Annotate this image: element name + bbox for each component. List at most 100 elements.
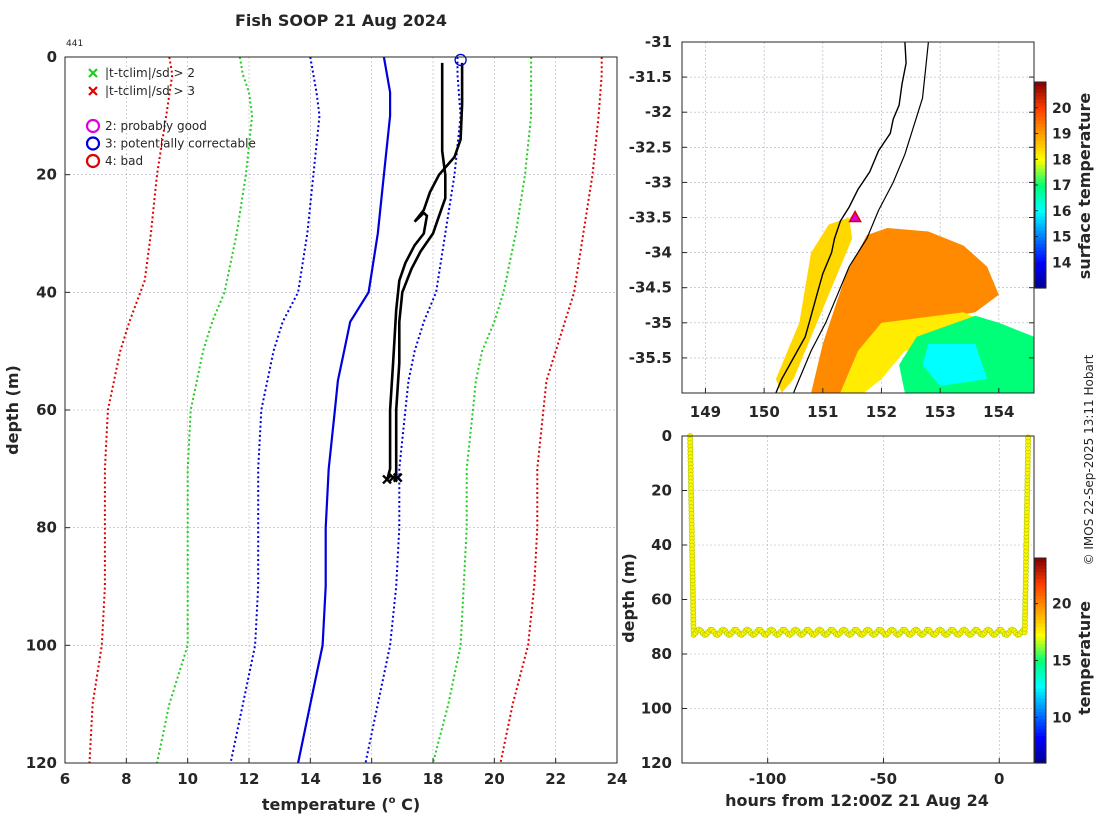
timeseries-colorbar-step: [1035, 752, 1046, 757]
timeseries-xtick-label: -100: [749, 770, 787, 788]
timeseries-colorbar-step: [1035, 756, 1046, 761]
map-colorbar-step: [1035, 267, 1046, 272]
timeseries-colorbar-step: [1035, 602, 1046, 607]
map-colorbar-tick-label: 16: [1052, 204, 1071, 220]
map-colorbar-step: [1035, 236, 1046, 241]
series-clim_minus2sd: [156, 56, 254, 764]
timeseries-colorbar-step: [1035, 677, 1046, 682]
timeseries-colorbar-step: [1035, 588, 1046, 593]
timeseries-colorbar-step: [1035, 592, 1046, 597]
timeseries-colorbar-step: [1035, 609, 1046, 614]
map-colorbar-step: [1035, 88, 1046, 93]
map-coastline: [775, 42, 907, 393]
profile-xtick-label: 10: [177, 770, 198, 788]
timeseries-colorbar-step: [1035, 646, 1046, 651]
sst-region: [922, 343, 988, 386]
profile-xtick-label: 22: [545, 770, 566, 788]
map-colorbar-step: [1035, 167, 1046, 172]
timeseries-colorbar-step: [1035, 718, 1046, 723]
timeseries-colorbar-step: [1035, 564, 1046, 569]
timeseries-colorbar-step: [1035, 578, 1046, 583]
map-ytick-label: -32: [645, 103, 672, 121]
series-observed_down: [385, 62, 464, 481]
map-colorbar-step: [1035, 119, 1046, 124]
timeseries-panel: -100 -50 0 0 20 40 60 80 100 120 10 15 20 hours fro…: [619, 427, 1094, 810]
map-sst-field: [775, 217, 1034, 393]
map-ytick-label: -35: [645, 314, 672, 332]
map-colorbar-step: [1035, 257, 1046, 262]
profile-legend: |t-tclim|/sd > 2 |t-tclim|/sd > 3 2: proba…: [85, 66, 256, 169]
timeseries-colorbar-step: [1035, 715, 1046, 720]
map-lines: [775, 42, 929, 393]
timeseries-colorbar-step: [1035, 739, 1046, 744]
timeseries-colorbar-step: [1035, 568, 1046, 573]
map-colorbar-step: [1035, 126, 1046, 131]
profile-xtick-label: 16: [361, 770, 382, 788]
timeseries-colorbar-step: [1035, 575, 1046, 580]
timeseries-colorbar-step: [1035, 728, 1046, 733]
map-colorbar-step: [1035, 243, 1046, 248]
map-ytick-label: -32.5: [629, 138, 672, 156]
series-clim_plus2sd: [432, 57, 533, 764]
map-colorbar-tick-label: 14: [1052, 255, 1072, 271]
map-colorbar-step: [1035, 140, 1046, 145]
timeseries-colorbar-tick-label: 15: [1052, 654, 1071, 670]
map-colorbar-label: surface temperature: [1075, 93, 1094, 280]
timeseries-colorbar-step: [1035, 561, 1046, 566]
map-ytick-label: -33: [645, 173, 672, 191]
map-colorbar-step: [1035, 154, 1046, 159]
timeseries-colorbar-step: [1035, 708, 1046, 713]
timeseries-colorbar-step: [1035, 595, 1046, 600]
map-colorbar-step: [1035, 239, 1046, 244]
map-colorbar-step: [1035, 284, 1046, 289]
timeseries-colorbar-step: [1035, 653, 1046, 658]
map-colorbar-step: [1035, 202, 1046, 207]
timeseries-ytick-label: 120: [641, 754, 672, 772]
map-colorbar-step: [1035, 147, 1046, 152]
map-colorbar-step: [1035, 198, 1046, 203]
map-colorbar-step: [1035, 226, 1046, 231]
map-colorbar-step: [1035, 212, 1046, 217]
timeseries-colorbar-step: [1035, 650, 1046, 655]
map-colorbar-step: [1035, 270, 1046, 275]
timeseries-colorbar-step: [1035, 687, 1046, 692]
map-xtick-label: 149: [690, 403, 721, 421]
map-colorbar-step: [1035, 143, 1046, 148]
map-colorbar-step: [1035, 274, 1046, 279]
map-xtick-label: 154: [983, 403, 1014, 421]
timeseries-colorbar-step: [1035, 657, 1046, 662]
timeseries-colorbar-step: [1035, 694, 1046, 699]
profile-xtick-label: 24: [607, 770, 628, 788]
map-colorbar-step: [1035, 92, 1046, 97]
map-colorbar-step: [1035, 260, 1046, 265]
timeseries-colorbar-step: [1035, 558, 1046, 563]
timeseries-colorbar-step: [1035, 722, 1046, 727]
map-colorbar-step: [1035, 191, 1046, 196]
timeseries-colorbar-step: [1035, 616, 1046, 621]
timeseries-xtick-label: 0: [994, 770, 1004, 788]
profile-panel: Fish SOOP 21 Aug 2024 441 6 8 10 12 14 16 18 20…: [3, 11, 627, 814]
series-clim_plus3sd: [499, 57, 603, 764]
map-profile-location: [848, 209, 862, 223]
profile-markers: [382, 53, 467, 485]
map-colorbar-step: [1035, 116, 1046, 121]
profile-location-marker: [848, 209, 862, 223]
map-colorbar-step: [1035, 205, 1046, 210]
timeseries-ytick-label: 80: [651, 645, 672, 663]
map-ticks: 149 150 151 152 153 154 -31 -31.5 -32 -32.5 -33 -33…: [629, 33, 1034, 421]
map-colorbar-step: [1035, 181, 1046, 186]
profile-xtick-label: 14: [300, 770, 321, 788]
map-colorbar-step: [1035, 106, 1046, 111]
map-colorbar-tick-label: 18: [1052, 152, 1071, 168]
timeseries-data: [687, 433, 1032, 638]
timeseries-xlabel: hours from 12:00Z 21 Aug 24: [725, 791, 989, 810]
series-clim_minus1sd: [229, 56, 321, 764]
profile-title: Fish SOOP 21 Aug 2024: [235, 11, 447, 30]
timeseries-colorbar-step: [1035, 749, 1046, 754]
map-colorbar-step: [1035, 99, 1046, 104]
map-colorbar-step: [1035, 174, 1046, 179]
timeseries-ytick-label: 20: [651, 482, 672, 500]
timeseries-colorbar-step: [1035, 636, 1046, 641]
map-colorbar-step: [1035, 277, 1046, 282]
timeseries-colorbar-step: [1035, 732, 1046, 737]
